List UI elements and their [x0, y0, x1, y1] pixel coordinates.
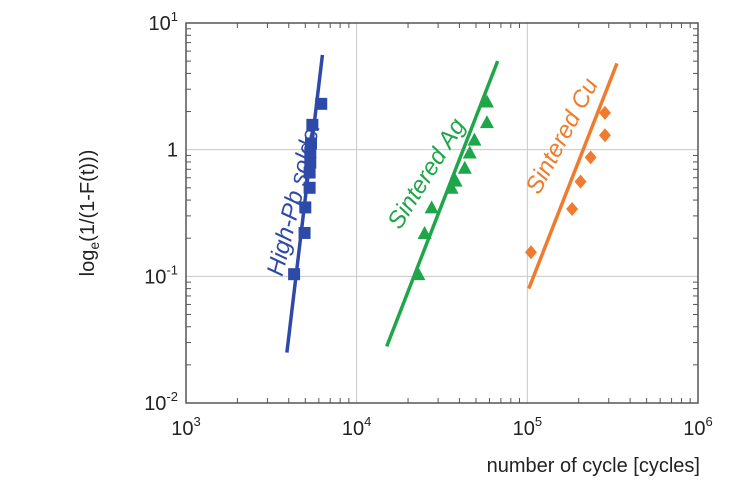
- data-point-square: [306, 118, 319, 131]
- y-tick-exponent: -2: [166, 389, 178, 404]
- fit-line: [385, 60, 500, 347]
- plot-frame: [185, 22, 699, 404]
- data-point-square: [288, 268, 301, 281]
- x-tick-label: 103: [171, 414, 200, 440]
- x-tick-base: 10: [342, 418, 364, 440]
- data-point-triangle: [411, 267, 426, 281]
- y-tick-base: 10: [149, 13, 171, 35]
- data-point-triangle: [479, 94, 494, 108]
- data-point-triangle: [457, 160, 472, 174]
- plot-background: [186, 23, 698, 403]
- y-tick-label: 1: [167, 140, 178, 162]
- y-axis-title: loge(1/(1-F(t))): [77, 150, 102, 277]
- data-point-diamond: [598, 128, 611, 143]
- x-tick-exponent: 5: [535, 414, 542, 429]
- data-point-triangle: [467, 132, 482, 146]
- y-tick-label: 101: [149, 9, 178, 35]
- x-tick-exponent: 3: [194, 414, 201, 429]
- x-tick-label: 106: [683, 414, 712, 440]
- y-tick-label: 10-2: [144, 389, 178, 415]
- y-axis-title-subscript: e: [86, 242, 102, 250]
- data-point-square: [304, 137, 317, 150]
- x-tick-labels: 103 104 105 106: [171, 414, 712, 440]
- data-markers: [288, 94, 611, 281]
- y-axis-title-main: log: [77, 250, 99, 277]
- y-tick-exponent: -1: [166, 262, 178, 277]
- x-tick-base: 10: [513, 418, 535, 440]
- minor-ticks: [186, 23, 698, 403]
- data-point-square: [304, 156, 317, 169]
- fit-line: [527, 62, 619, 290]
- y-tick-base: 10: [144, 266, 166, 288]
- data-point-diamond: [598, 105, 611, 120]
- y-tick-label: 10-1: [144, 262, 178, 288]
- data-point-square: [315, 97, 328, 110]
- data-point-triangle: [462, 145, 477, 159]
- data-point-square: [299, 201, 312, 214]
- data-point-triangle: [448, 173, 463, 187]
- data-point-diamond: [574, 174, 587, 189]
- y-tick-base: 1: [167, 140, 178, 162]
- data-point-triangle: [444, 180, 459, 194]
- data-point-triangle: [479, 115, 494, 129]
- data-point-triangle: [424, 200, 439, 214]
- data-point-diamond: [566, 202, 579, 217]
- grid: [186, 23, 698, 403]
- x-tick-base: 10: [683, 418, 705, 440]
- y-tick-base: 10: [144, 393, 166, 415]
- x-axis-title: number of cycle [cycles]: [487, 455, 700, 477]
- data-point-square: [303, 166, 316, 179]
- data-point-square: [298, 226, 311, 239]
- data-point-square: [304, 146, 317, 159]
- data-point-diamond: [524, 245, 537, 260]
- x-tick-base: 10: [171, 418, 193, 440]
- x-tick-exponent: 6: [706, 414, 713, 429]
- data-point-triangle: [417, 225, 432, 239]
- x-tick-exponent: 4: [364, 414, 371, 429]
- data-point-square: [303, 181, 316, 194]
- x-tick-label: 104: [342, 414, 371, 440]
- data-point-diamond: [584, 150, 597, 165]
- y-tick-exponent: 1: [171, 9, 178, 24]
- x-tick-label: 105: [513, 414, 542, 440]
- y-axis-title-rest: (1/(1-F(t))): [77, 150, 99, 242]
